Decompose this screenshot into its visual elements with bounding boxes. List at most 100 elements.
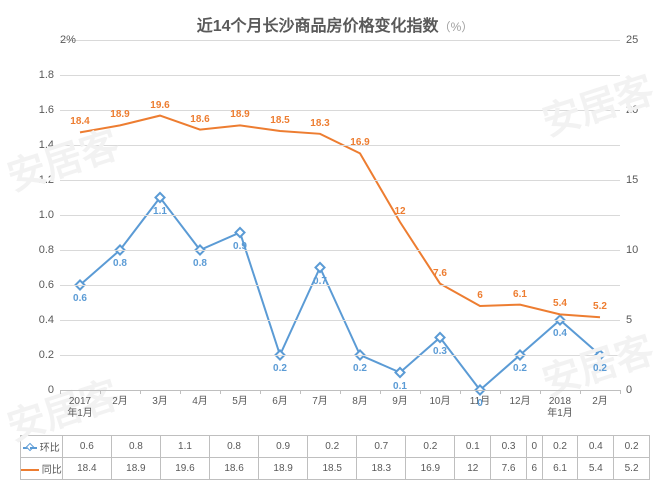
data-table: 环比0.60.81.10.80.90.20.70.20.10.300.20.40… (20, 435, 650, 480)
x-tick (540, 390, 541, 394)
data-label-同比: 19.6 (150, 100, 169, 111)
x-category-label: 9月 (380, 396, 420, 408)
x-tick (220, 390, 221, 394)
x-tick (420, 390, 421, 394)
plot-area: 00.20.40.60.81.01.21.41.61.82%0510152025 (60, 40, 620, 390)
x-category-label: 2017年1月 (60, 396, 100, 420)
x-tick (180, 390, 181, 394)
y-left-tick-label: 1.8 (39, 69, 60, 81)
table-cell: 18.6 (210, 458, 259, 480)
table-cell: 0.2 (614, 436, 650, 458)
y-left-tick-label: 1.6 (39, 104, 60, 116)
y-left-tick-label: 0.6 (39, 279, 60, 291)
x-category-label: 6月 (260, 396, 300, 408)
data-label-同比: 18.9 (230, 109, 249, 120)
table-cell: 0.3 (491, 436, 527, 458)
table-cell: 0.4 (578, 436, 614, 458)
data-label-环比: 0 (477, 398, 483, 409)
table-cell: 6 (526, 458, 542, 480)
table-cell: 18.4 (62, 458, 111, 480)
table-cell: 12 (455, 458, 491, 480)
data-label-同比: 18.9 (110, 109, 129, 120)
table-cell: 18.3 (357, 458, 406, 480)
x-tick (60, 390, 61, 394)
y-left-tick-label: 0.8 (39, 244, 60, 256)
data-label-同比: 6 (477, 290, 483, 301)
x-category-label: 4月 (180, 396, 220, 408)
gridline (60, 40, 620, 41)
table-cell: 0.8 (210, 436, 259, 458)
table-cell: 0.1 (455, 436, 491, 458)
data-label-同比: 5.4 (553, 298, 567, 309)
data-label-同比: 18.6 (190, 114, 209, 125)
data-label-同比: 7.6 (433, 268, 447, 279)
gridline (60, 110, 620, 111)
table-row: 环比0.60.81.10.80.90.20.70.20.10.300.20.40… (21, 436, 650, 458)
table-cell: 0.6 (62, 436, 111, 458)
table-cell: 5.4 (578, 458, 614, 480)
table-cell: 18.9 (259, 458, 308, 480)
table-cell: 16.9 (406, 458, 455, 480)
marker-环比 (235, 228, 244, 237)
table-cell: 0.7 (357, 436, 406, 458)
data-label-环比: 0.2 (273, 363, 287, 374)
chart-title: 近14个月长沙商品房价格变化指数（%） (0, 12, 670, 36)
legend-label: 同比 (42, 465, 62, 476)
x-tick (340, 390, 341, 394)
x-category-label: 2月 (100, 396, 140, 408)
table-cell: 0.2 (308, 436, 357, 458)
x-tick (580, 390, 581, 394)
data-label-环比: 0.3 (433, 346, 447, 357)
gridline (60, 75, 620, 76)
y-left-tick-label: 0.4 (39, 314, 60, 326)
data-label-环比: 0.6 (73, 293, 87, 304)
data-label-环比: 0.4 (553, 328, 567, 339)
legend-cell: 环比 (21, 436, 63, 458)
x-tick (260, 390, 261, 394)
title-main: 近14个月长沙商品房价格变化指数 (197, 18, 439, 35)
data-label-环比: 0.8 (193, 258, 207, 269)
legend-cell: 同比 (21, 458, 63, 480)
y-right-tick-label: 15 (620, 174, 638, 186)
x-category-label: 10月 (420, 396, 460, 408)
x-category-label: 2018年1月 (540, 396, 580, 420)
data-label-环比: 0.2 (353, 363, 367, 374)
table-cell: 0 (526, 436, 542, 458)
table-cell: 18.5 (308, 458, 357, 480)
data-label-同比: 16.9 (350, 137, 369, 148)
gridline (60, 215, 620, 216)
gridline (60, 355, 620, 356)
y-right-tick-label: 5 (620, 314, 632, 326)
y-left-tick-label: 1.0 (39, 209, 60, 221)
data-label-环比: 0.9 (233, 241, 247, 252)
y-right-tick-label: 25 (620, 34, 638, 46)
table-cell: 0.2 (542, 436, 578, 458)
marker-环比 (315, 263, 324, 272)
x-category-label: 2月 (580, 396, 620, 408)
table-cell: 19.6 (160, 458, 209, 480)
data-label-同比: 18.4 (70, 116, 89, 127)
gridline (60, 145, 620, 146)
x-category-label: 5月 (220, 396, 260, 408)
data-table-body: 环比0.60.81.10.80.90.20.70.20.10.300.20.40… (21, 436, 650, 480)
x-category-label: 3月 (140, 396, 180, 408)
x-tick (300, 390, 301, 394)
x-tick (100, 390, 101, 394)
x-tick (140, 390, 141, 394)
x-category-label: 12月 (500, 396, 540, 408)
gridline (60, 285, 620, 286)
table-cell: 0.2 (406, 436, 455, 458)
y-left-tick-label: 1.2 (39, 174, 60, 186)
gridline (60, 180, 620, 181)
x-tick (460, 390, 461, 394)
table-cell: 6.1 (542, 458, 578, 480)
table-cell: 0.9 (259, 436, 308, 458)
x-category-label: 7月 (300, 396, 340, 408)
table-row: 同比18.418.919.618.618.918.518.316.9127.66… (21, 458, 650, 480)
data-label-同比: 18.5 (270, 115, 289, 126)
table-cell: 18.9 (111, 458, 160, 480)
y-right-tick-label: 0 (620, 384, 632, 396)
legend-label: 环比 (40, 443, 60, 454)
gridline (60, 320, 620, 321)
gridline (60, 250, 620, 251)
